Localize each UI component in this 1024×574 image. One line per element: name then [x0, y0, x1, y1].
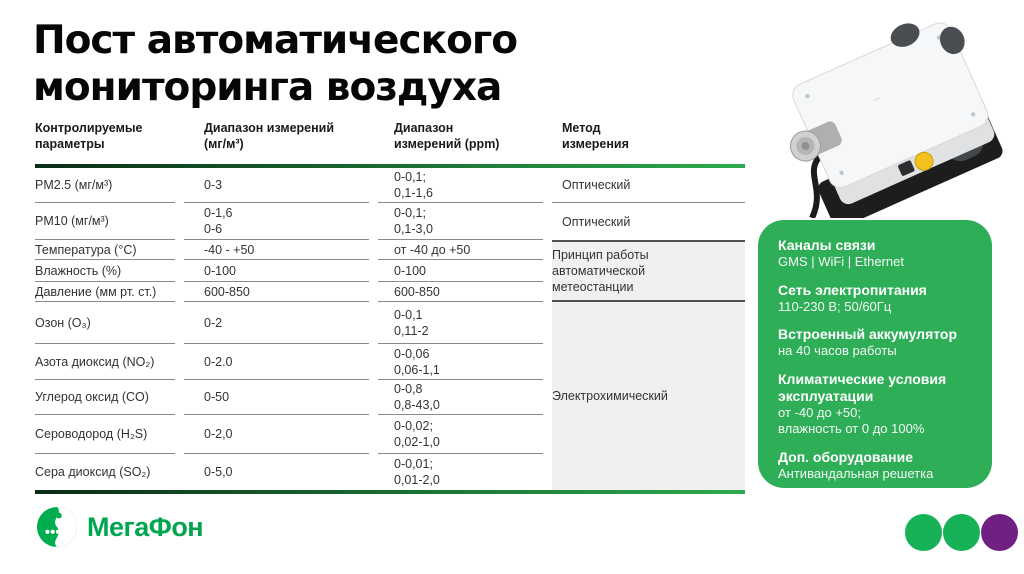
param-name: Температура (°C)	[35, 240, 175, 260]
device-photo: ⌒	[786, 6, 1008, 228]
spec-title: Климатические условия эксплуатации	[778, 370, 947, 404]
param-mg: 600-850	[184, 282, 369, 302]
megafon-logo: МегаФон	[36, 506, 204, 548]
param-mg: 0-2	[184, 302, 369, 344]
param-name: Влажность (%)	[35, 260, 175, 282]
param-ppm: 0-0,8 0,8-43,0	[378, 380, 543, 415]
page-title: Пост автоматического мониторинга воздуха	[33, 18, 518, 110]
spec-section-power: Сеть электропитания 110-230 В; 50/60Гц	[778, 282, 976, 316]
param-ppm: 0-0,1; 0,1-3,0	[378, 203, 543, 240]
param-mg: 0-5,0	[204, 465, 233, 479]
method-cell: Оптический	[552, 168, 745, 203]
method-cell-electro: Электрохимический	[552, 302, 745, 490]
megafon-logo-text: МегаФон	[87, 511, 204, 542]
device-round-connector	[789, 121, 842, 162]
spec-body: от -40 до +50; влажность от 0 до 100%	[778, 404, 925, 437]
spec-body: GMS | WiFi | Ethernet	[778, 254, 904, 269]
param-name: Сера диоксид (SO₂)	[35, 465, 151, 479]
param-mg: 0-2.0	[184, 344, 369, 380]
header-method: Метод измерения	[562, 121, 629, 151]
table-bottom-border	[35, 490, 745, 494]
megafon-logo-icon	[36, 506, 78, 548]
method-cell-meteo: Принцип работы автоматической метеостанц…	[552, 240, 745, 302]
table-top-border	[35, 164, 745, 168]
specs-panel: Каналы связи GMS | WiFi | Ethernet Сеть …	[758, 220, 992, 488]
param-mg: -40 - +50	[184, 240, 369, 260]
spec-section-climate: Климатические условия эксплуатации от -4…	[778, 371, 976, 438]
slide-dots	[905, 514, 1019, 551]
param-mg: 0-3	[184, 168, 369, 203]
device-sensor-icon	[890, 23, 920, 47]
param-mg: 0-50	[184, 380, 369, 415]
spec-body: Антивандальная решетка	[778, 465, 934, 481]
param-name: Азота диоксид (NO₂)	[35, 344, 175, 380]
param-mg: 0-1,6 0-6	[184, 203, 369, 240]
spec-title: Сеть электропитания	[778, 281, 927, 298]
spec-section-channels: Каналы связи GMS | WiFi | Ethernet	[778, 237, 976, 271]
slide-dot-purple	[981, 514, 1018, 551]
spec-body: на 40 часов работы	[778, 343, 897, 358]
param-mg: 0-2,0	[184, 415, 369, 454]
param-name: PM2.5 (мг/м³)	[35, 168, 175, 203]
svg-text:⌒: ⌒	[873, 97, 882, 107]
table-header-row: Контролируемые параметры Диапазон измере…	[35, 120, 745, 152]
param-mg: 0-100	[184, 260, 369, 282]
param-name: Озон (O₃)	[35, 302, 175, 344]
param-name: Сероводород (H₂S)	[35, 415, 175, 454]
param-ppm: 0-0,06 0,06-1,1	[378, 344, 543, 380]
spec-section-extra: Доп. оборудование Антивандальная решетка	[778, 449, 976, 483]
spec-title: Доп. оборудование	[778, 448, 913, 465]
param-ppm: 0-0,02; 0,02-1,0	[378, 415, 543, 454]
param-name: PM10 (мг/м³)	[35, 203, 175, 240]
slide-dot-green-1	[905, 514, 942, 551]
device-cable	[809, 154, 823, 220]
param-name: Углерод оксид (CO)	[35, 380, 175, 415]
param-ppm: 0-0,1; 0,1-1,6	[378, 168, 543, 203]
param-ppm: 0-0,01; 0,01-2,0	[394, 457, 440, 487]
spec-body: 110-230 В; 50/60Гц	[778, 298, 892, 314]
header-range-mg: Диапазон измерений (мг/м³)	[204, 121, 335, 151]
slide-dot-green-2	[943, 514, 980, 551]
device-yellow-connector	[914, 151, 934, 171]
param-name: Давление (мм рт. ст.)	[35, 282, 175, 302]
header-parameters: Контролируемые параметры	[35, 121, 143, 151]
device-sensor-icon	[939, 26, 965, 55]
method-cell: Оптический	[562, 214, 631, 229]
param-ppm: от -40 до +50	[378, 240, 543, 260]
parameters-table: PM2.5 (мг/м³) 0-3 0-0,1; 0,1-1,6 Оптичес…	[35, 168, 745, 490]
spec-section-battery: Встроенный аккумулятор на 40 часов работ…	[778, 326, 976, 360]
param-ppm: 0-0,1 0,11-2	[378, 302, 543, 344]
param-ppm: 0-100	[378, 260, 543, 282]
spec-title: Встроенный аккумулятор	[778, 326, 958, 342]
spec-title: Каналы связи	[778, 237, 876, 253]
header-range-ppm: Диапазон измерений (ppm)	[394, 121, 500, 151]
param-ppm: 600-850	[378, 282, 543, 302]
